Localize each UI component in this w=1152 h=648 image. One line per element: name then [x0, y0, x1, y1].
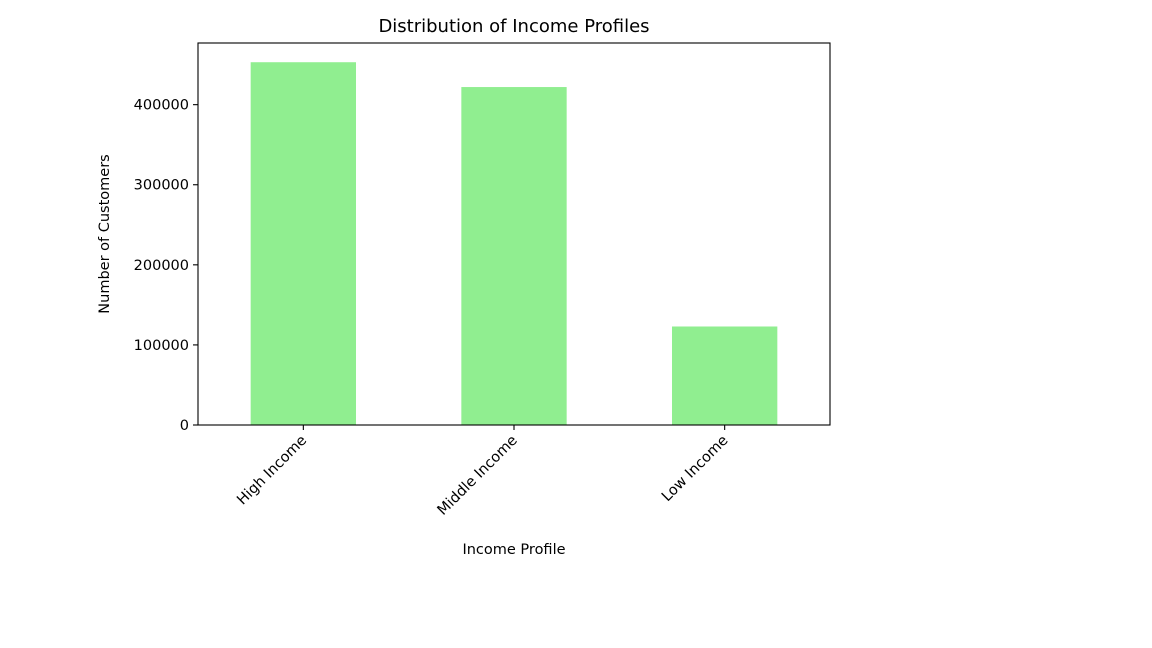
bar-high-income	[250, 62, 356, 426]
y-tick-label: 0	[180, 418, 189, 434]
bar-middle-income	[461, 87, 567, 426]
x-tick-label: Middle Income	[435, 432, 521, 518]
x-axis-ticks: High Income Middle Income Low Income	[234, 425, 732, 519]
y-tick-label: 400000	[134, 98, 189, 114]
x-tick-label: Low Income	[659, 432, 732, 505]
y-axis-ticks: 0 100000 200000 300000 400000	[134, 98, 198, 434]
y-tick-label: 100000	[134, 338, 189, 354]
bar-low-income	[672, 326, 778, 425]
y-axis-label: Number of Customers	[97, 154, 113, 313]
x-tick-label: High Income	[234, 432, 310, 508]
y-tick-label: 300000	[134, 178, 189, 194]
x-axis-label: Income Profile	[462, 542, 565, 558]
bars-group	[250, 62, 778, 426]
chart-title: Distribution of Income Profiles	[378, 16, 649, 37]
y-tick-label: 200000	[134, 258, 189, 274]
